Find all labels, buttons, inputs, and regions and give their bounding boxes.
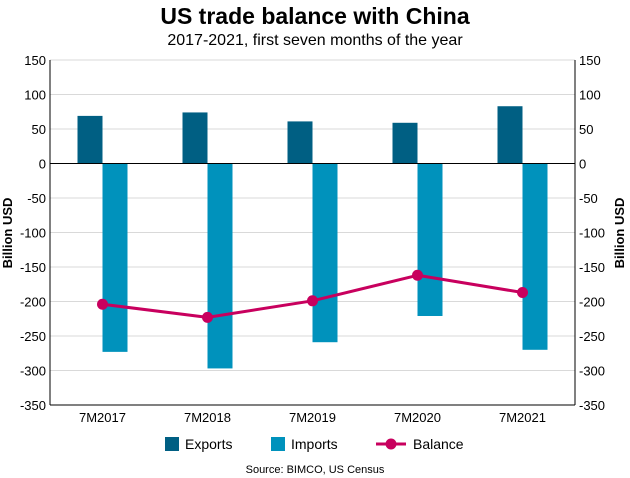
x-tick-label: 7M2018 [184,410,231,425]
y-tick-label-left: 150 [24,53,46,68]
bar-imports-7M2018 [207,163,233,369]
y-ticks-right: 150 100 50 0 -50 -100 -150 -200 -250 -300 -350 [579,53,605,413]
bar-imports-7M2020 [417,163,443,316]
bar-exports-7M2021 [497,106,523,164]
y-tick-label-left: -150 [20,260,46,275]
x-ticks: 7M2017 7M2018 7M2019 7M2020 7M2021 [79,410,546,425]
y-tick-label-right: 150 [579,53,601,68]
balance-point-7M2017 [97,298,108,310]
y-axis-label-right: Billion USD [612,198,627,269]
y-tick-label-right: 100 [579,88,601,103]
chart-subtitle: 2017-2021, first seven months of the yea… [167,32,463,49]
y-tick-label-left: -250 [20,329,46,344]
bar-exports-7M2017 [77,115,103,164]
y-tick-label-right: -350 [579,398,605,413]
y-tick-label-left: -300 [20,364,46,379]
x-tick-label: 7M2019 [289,410,336,425]
bar-imports-7M2019 [312,163,338,343]
y-tick-label-left: -100 [20,226,46,241]
legend-label-exports: Exports [185,436,232,452]
y-axis-label-left: Billion USD [0,198,15,269]
bars [77,106,548,369]
x-tick-label: 7M2020 [394,410,441,425]
plot-frame [49,60,576,406]
y-tick-label-right: -200 [579,295,605,310]
legend: Exports Imports Balance [165,436,464,452]
bar-exports-7M2018 [182,112,208,164]
legend-swatch-imports [271,437,285,451]
bar-imports-7M2017 [102,163,128,352]
y-tick-label-left: 100 [24,88,46,103]
y-ticks-left: 150 100 50 0 -50 -100 -150 -200 -250 -300 -350 [20,53,46,413]
legend-swatch-exports [165,437,179,451]
y-tick-label-left: 50 [32,122,46,137]
x-tick-label: 7M2017 [79,410,126,425]
y-tick-label-right: 0 [579,157,586,172]
balance-point-7M2020 [412,269,423,281]
legend-label-balance: Balance [413,436,464,452]
y-tick-label-right: 50 [579,122,593,137]
balance-point-7M2019 [307,295,318,307]
source-note: Source: BIMCO, US Census [246,464,385,476]
bar-exports-7M2019 [287,121,313,164]
bar-imports-7M2021 [522,163,548,350]
y-tick-label-right: -250 [579,329,605,344]
balance-line [97,269,528,323]
balance-point-7M2018 [202,311,213,323]
x-tick-label: 7M2021 [499,410,546,425]
bar-exports-7M2020 [392,122,418,164]
y-tick-label-right: -300 [579,364,605,379]
y-tick-label-left: 0 [39,157,46,172]
legend-label-imports: Imports [291,436,338,452]
y-tick-label-left: -350 [20,398,46,413]
y-tick-label-right: -50 [579,191,598,206]
y-tick-label-left: -50 [27,191,46,206]
y-tick-label-right: -100 [579,226,605,241]
balance-point-7M2021 [517,287,528,299]
y-tick-label-right: -150 [579,260,605,275]
legend-swatch-balance-marker [385,438,397,450]
y-tick-label-left: -200 [20,295,46,310]
chart-title: US trade balance with China [160,3,469,29]
